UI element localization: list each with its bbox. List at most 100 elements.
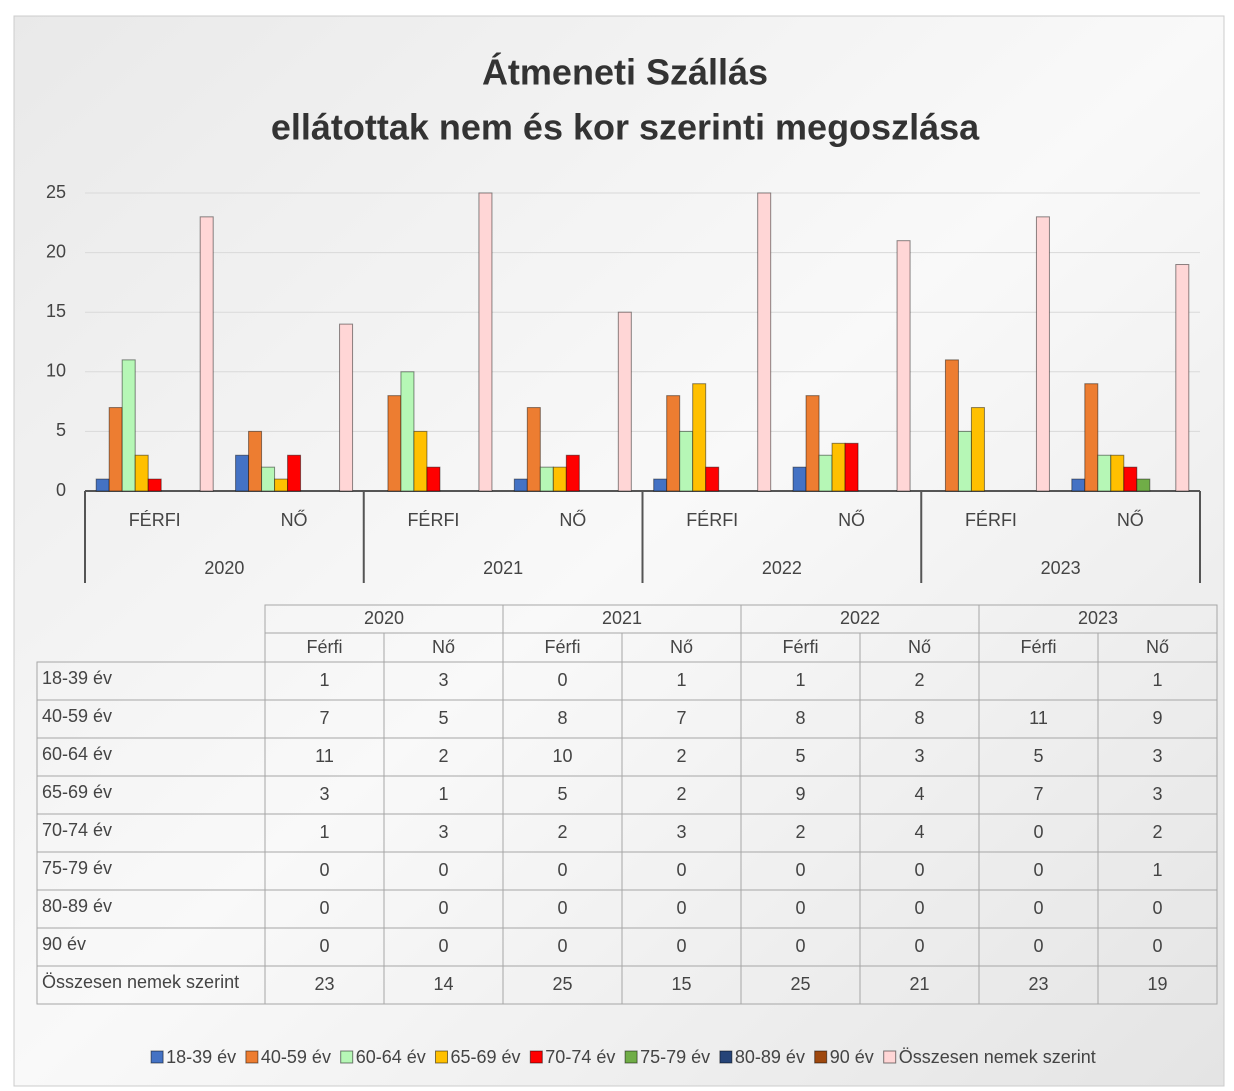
table-cell: 25 [552,974,572,994]
table-cell: 5 [438,708,448,728]
bar [970,407,985,492]
table-cell: 4 [914,822,924,842]
table-cell: 15 [671,974,691,994]
legend-label: 90 év [830,1047,874,1067]
chart-title: ellátottak nem és kor szerinti megoszlás… [271,107,980,148]
table-column: Férfi [307,637,343,657]
table-column: Nő [670,637,693,657]
table-row-header: 90 év [42,934,86,954]
table-cell: 2 [1152,822,1162,842]
bar [831,442,846,492]
table-cell: 1 [1152,670,1162,690]
bar [478,192,493,492]
table-cell: 9 [795,784,805,804]
table-cell: 0 [557,898,567,918]
bar [95,478,110,492]
table-cell: 0 [1152,936,1162,956]
table-cell: 21 [909,974,929,994]
bar [617,311,632,492]
table-cell: 5 [557,784,567,804]
table-cell: 5 [1033,746,1043,766]
table-cell: 2 [676,784,686,804]
bar [121,359,136,492]
bar [287,454,302,492]
table-cell: 0 [914,936,924,956]
legend-label: 80-89 év [735,1047,805,1067]
table-cell: 2 [795,822,805,842]
bar [666,395,681,492]
table-cell: 1 [319,670,329,690]
table-cell: 8 [914,708,924,728]
legend-swatch [340,1050,354,1064]
bar [679,430,694,492]
legend-label: 60-64 év [356,1047,426,1067]
legend-label: 65-69 év [451,1047,521,1067]
table-cell: 3 [914,746,924,766]
y-tick-label: 5 [56,420,66,440]
table-cell: 2 [438,746,448,766]
table-cell: 3 [1152,746,1162,766]
table-body-box [36,661,1218,1005]
table-cell: 1 [1152,860,1162,880]
table-cell: 0 [319,860,329,880]
table-row-header: 18-39 év [42,668,112,688]
table-column: Nő [908,637,931,657]
table-cell: 2 [557,822,567,842]
table-year: 2023 [1078,608,1118,628]
bar [134,454,149,492]
legend-label: 40-59 év [261,1047,331,1067]
table-row-header: 80-89 év [42,896,112,916]
table-cell: 0 [795,860,805,880]
bar [526,407,541,492]
table-cell: 0 [1033,936,1043,956]
table-cell: 0 [1033,822,1043,842]
table-column: Férfi [783,637,819,657]
table-row-header: Összesen nemek szerint [42,972,239,992]
table-cell: 0 [914,860,924,880]
legend-swatch [150,1050,164,1064]
x-tick-label: FÉRFI [407,510,459,530]
y-tick-label: 10 [46,361,66,381]
table-column: Nő [432,637,455,657]
x-tick-label: NŐ [1117,509,1144,530]
bar [1071,478,1086,492]
x-tick-label: NŐ [281,509,308,530]
table-cell: 1 [795,670,805,690]
table-cell: 0 [319,936,329,956]
bar [235,454,250,492]
table-year: 2020 [364,608,404,628]
table-cell: 11 [315,746,334,766]
table-cell: 0 [676,898,686,918]
table-cell: 2 [676,746,686,766]
table-cell: 0 [914,898,924,918]
bar [552,466,567,492]
table-cell: 2 [914,670,924,690]
bar [339,323,354,492]
chart-title: Átmeneti Szállás [482,52,768,93]
bar [692,383,707,492]
table-column: Férfi [545,637,581,657]
table-row-header: 60-64 év [42,744,112,764]
table-cell: 0 [319,898,329,918]
table-year: 2021 [602,608,642,628]
bar [844,442,859,492]
table-cell: 0 [795,898,805,918]
table-cell: 1 [438,784,448,804]
table-cell: 1 [676,670,686,690]
table-column: Nő [1146,637,1169,657]
bar [261,466,276,492]
table-column: Férfi [1021,637,1057,657]
table-cell: 4 [914,784,924,804]
legend-swatch [719,1050,733,1064]
table-cell: 0 [1033,860,1043,880]
legend-swatch [245,1050,259,1064]
bar [413,430,428,492]
bar [1084,383,1099,492]
bar [757,192,772,492]
table-cell: 0 [795,936,805,956]
table-cell: 23 [314,974,334,994]
table-cell: 0 [1033,898,1043,918]
bar [1136,478,1151,492]
bar [653,478,668,492]
bar [1035,216,1050,492]
